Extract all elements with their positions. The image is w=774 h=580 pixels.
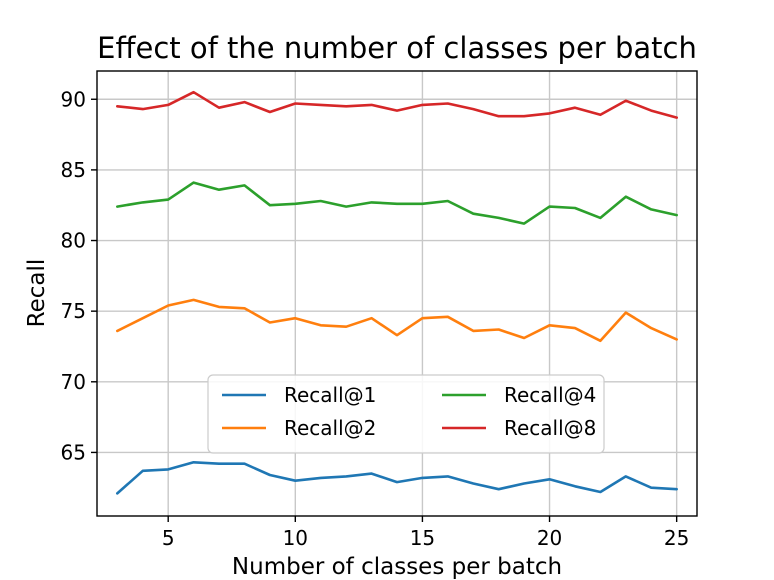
y-tick-label: 90 [61, 87, 86, 111]
legend-entry: Recall@1 [284, 383, 376, 407]
chart-title: Effect of the number of classes per batc… [97, 31, 697, 65]
series-line-recall-8 [116, 90, 679, 119]
x-tick-label: 20 [537, 526, 562, 550]
series-line-recall-2 [116, 298, 679, 343]
x-tick-label: 5 [162, 526, 175, 550]
y-tick-label: 85 [61, 158, 86, 182]
legend-entry: Recall@4 [504, 383, 596, 407]
axis-ticks: 5 10 15 20 25 65 70 75 80 85 90 [61, 87, 690, 550]
y-tick-label: 75 [61, 299, 86, 323]
x-tick-label: 25 [664, 526, 689, 550]
legend: Recall@1 Recall@2 Recall@4 Recall@8 [207, 374, 605, 454]
legend-entry: Recall@8 [504, 416, 596, 440]
x-tick-label: 10 [283, 526, 308, 550]
x-axis-label: Number of classes per batch [232, 554, 562, 580]
plot-frame [96, 70, 698, 517]
series-line-recall-4 [116, 181, 679, 225]
y-tick-label: 70 [61, 370, 86, 394]
y-axis-label: Recall [24, 259, 50, 328]
y-tick-label: 80 [61, 229, 86, 253]
y-tick-label: 65 [61, 440, 86, 464]
series-layer [116, 90, 679, 495]
legend-box [207, 374, 605, 454]
series-line-recall-1 [116, 460, 679, 495]
x-tick-label: 15 [410, 526, 435, 550]
legend-entry: Recall@2 [284, 416, 376, 440]
